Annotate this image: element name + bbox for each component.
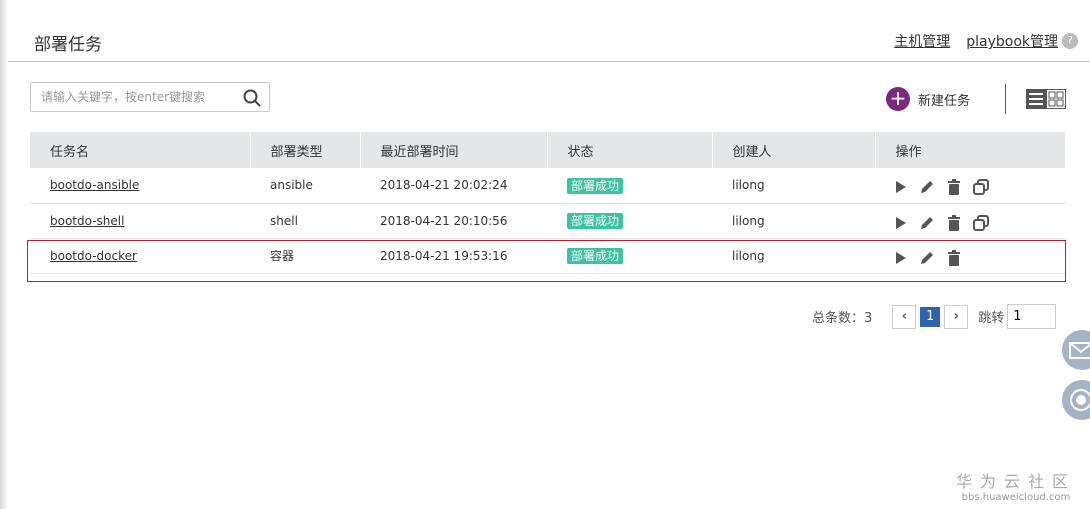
toolbar-divider bbox=[1005, 84, 1006, 114]
creator: lilong bbox=[712, 168, 875, 204]
new-task-button[interactable]: + 新建任务 bbox=[886, 87, 970, 111]
plus-icon: + bbox=[886, 87, 910, 111]
col-name: 任务名 bbox=[30, 132, 251, 168]
row-actions bbox=[895, 246, 1066, 266]
table-row: bootdo-shell shell 2018-04-21 20:10:56 部… bbox=[30, 203, 1066, 239]
run-icon[interactable] bbox=[895, 251, 907, 265]
run-icon[interactable] bbox=[895, 180, 907, 194]
edit-icon[interactable] bbox=[919, 250, 935, 266]
search-box bbox=[30, 82, 270, 112]
mail-float-button[interactable] bbox=[1062, 330, 1090, 370]
task-name-link[interactable]: bootdo-docker bbox=[50, 248, 137, 263]
deploy-type: ansible bbox=[250, 168, 360, 204]
support-float-button[interactable] bbox=[1062, 380, 1090, 420]
watermark-cn: 华为云社区 bbox=[955, 472, 1076, 491]
delete-icon[interactable] bbox=[947, 214, 961, 231]
pagination: 总条数：3 ‹ 1 › 跳转 bbox=[812, 304, 1057, 329]
delete-icon[interactable] bbox=[947, 249, 961, 266]
status-badge: 部署成功 bbox=[567, 177, 624, 194]
row-actions bbox=[895, 211, 1066, 231]
creator: lilong bbox=[712, 238, 875, 274]
jump-label: 跳转 bbox=[978, 311, 1005, 326]
status-badge: 部署成功 bbox=[567, 213, 624, 229]
col-type: 部署类型 bbox=[250, 132, 361, 168]
edit-icon[interactable] bbox=[919, 215, 935, 231]
next-page-button[interactable]: › bbox=[944, 304, 969, 329]
task-name-link[interactable]: bootdo-shell bbox=[50, 213, 125, 228]
jump-input[interactable] bbox=[1007, 304, 1057, 329]
creator: lilong bbox=[712, 203, 875, 239]
copy-icon[interactable] bbox=[973, 214, 989, 231]
watermark-en: bbs.huaweicloud.com bbox=[961, 492, 1071, 503]
new-task-label: 新建任务 bbox=[918, 93, 971, 109]
page-1-button[interactable]: 1 bbox=[920, 306, 941, 327]
help-icon[interactable]: ? bbox=[1062, 33, 1078, 49]
run-icon[interactable] bbox=[895, 216, 907, 230]
search-input[interactable] bbox=[31, 83, 231, 111]
edit-icon[interactable] bbox=[919, 179, 935, 195]
status-badge: 部署成功 bbox=[567, 248, 624, 264]
table-header: 任务名 部署类型 最近部署时间 状态 创建人 操作 bbox=[30, 132, 1066, 168]
deploy-time: 2018-04-21 20:02:24 bbox=[360, 168, 547, 204]
prev-page-button[interactable]: ‹ bbox=[892, 304, 917, 329]
col-actions: 操作 bbox=[875, 132, 1066, 168]
delete-icon[interactable] bbox=[947, 179, 961, 196]
task-table: 任务名 部署类型 最近部署时间 状态 创建人 操作 bootdo-ansible… bbox=[30, 132, 1066, 274]
row-actions bbox=[895, 175, 1066, 196]
top-links: 主机管理 playbook管理 ? bbox=[894, 31, 1078, 51]
table-row: bootdo-docker 容器 2018-04-21 19:53:16 部署成… bbox=[30, 238, 1066, 274]
view-toggle[interactable] bbox=[1026, 89, 1066, 109]
deploy-type: 容器 bbox=[250, 238, 360, 274]
left-shadow bbox=[0, 0, 8, 509]
search-icon[interactable] bbox=[243, 89, 261, 107]
deploy-time: 2018-04-21 20:10:56 bbox=[360, 203, 547, 239]
col-creator: 创建人 bbox=[712, 132, 876, 168]
playbook-management-link[interactable]: playbook管理 bbox=[966, 34, 1058, 50]
mail-icon bbox=[1069, 342, 1090, 359]
col-time: 最近部署时间 bbox=[360, 132, 548, 168]
divider bbox=[8, 61, 1090, 62]
deploy-time: 2018-04-21 19:53:16 bbox=[360, 238, 547, 274]
table-row: bootdo-ansible ansible 2018-04-21 20:02:… bbox=[30, 168, 1066, 204]
host-management-link[interactable]: 主机管理 bbox=[894, 34, 951, 50]
headset-icon bbox=[1070, 389, 1090, 411]
total-count: 总条数：3 bbox=[812, 311, 873, 326]
list-view-icon[interactable] bbox=[1026, 89, 1046, 109]
grid-view-icon[interactable] bbox=[1046, 89, 1066, 109]
deploy-type: shell bbox=[250, 203, 360, 239]
col-status: 状态 bbox=[547, 132, 713, 168]
task-name-link[interactable]: bootdo-ansible bbox=[50, 178, 140, 193]
watermark: 华为云社区 bbs.huaweicloud.com bbox=[956, 468, 1076, 503]
page-title: 部署任务 bbox=[34, 35, 102, 55]
copy-icon[interactable] bbox=[973, 179, 989, 196]
